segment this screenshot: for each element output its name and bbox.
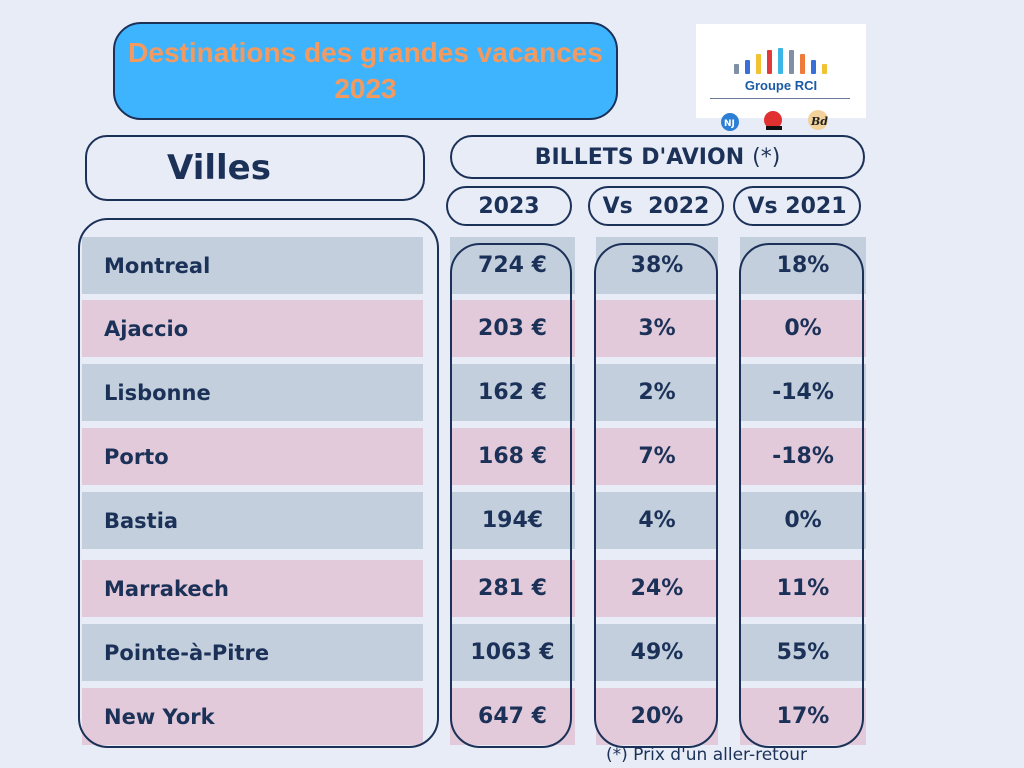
logo-bar xyxy=(822,64,827,74)
city-cell-text: Marrakech xyxy=(104,576,229,601)
city-cell: Marrakech xyxy=(82,560,423,617)
col-vs2021-header: Vs 2021 xyxy=(733,186,861,226)
city-cell-text: New York xyxy=(104,704,215,729)
price-2023-cell: 724 € xyxy=(450,237,575,294)
city-cell-text: Pointe-à-Pitre xyxy=(104,640,270,665)
vs2022-cell-text: 20% xyxy=(630,704,684,729)
price-2023-cell: 194€ xyxy=(450,492,575,549)
price-2023-cell-text: 724 € xyxy=(478,253,547,278)
vs2021-cell-text: 18% xyxy=(776,253,830,278)
vs2022-cell-text: 7% xyxy=(638,444,676,469)
vs2022-cell-text: 49% xyxy=(630,640,684,665)
vs2021-cell-text: 0% xyxy=(784,316,822,341)
city-cell-text: Lisbonne xyxy=(104,380,211,405)
logo-bar xyxy=(800,54,805,74)
price-2023-cell-text: 168 € xyxy=(478,444,547,469)
vs2022-cell: 7% xyxy=(596,428,718,485)
vs2022-cell: 24% xyxy=(596,560,718,617)
city-cell: Bastia xyxy=(82,492,423,549)
villes-header-label: Villes xyxy=(167,148,271,188)
city-cell: Montreal xyxy=(82,237,423,294)
vs2022-cell: 4% xyxy=(596,492,718,549)
vs2021-cell: 0% xyxy=(740,300,866,357)
radio-brand-logos-icon: NJ Bd xyxy=(721,110,828,131)
vs2021-cell: -14% xyxy=(740,364,866,421)
logo-bar xyxy=(767,50,772,74)
vs2022-cell-text: 2% xyxy=(638,380,676,405)
vs2021-cell-text: 55% xyxy=(776,640,830,665)
vs2022-cell: 38% xyxy=(596,237,718,294)
price-2023-cell: 647 € xyxy=(450,688,575,745)
logo-text: Groupe RCI xyxy=(744,78,818,93)
billets-avion-header: BILLETS D'AVION (*) xyxy=(450,135,865,179)
city-cell-text: Bastia xyxy=(104,508,179,533)
page-title: Destinations des grandes vacances 2023 xyxy=(128,36,603,104)
price-2023-cell-text: 1063 € xyxy=(470,640,555,665)
svg-text:NJ: NJ xyxy=(724,119,735,129)
price-2023-cell: 203 € xyxy=(450,300,575,357)
vs2021-cell-text: -14% xyxy=(772,380,834,405)
groupe-rci-logo: Groupe RCI NJ Bd xyxy=(696,24,866,131)
logo-bar xyxy=(745,60,750,74)
city-cell-text: Ajaccio xyxy=(104,316,189,341)
city-cell: Lisbonne xyxy=(82,364,423,421)
footnote: (*) Prix d'un aller-retour xyxy=(606,745,807,765)
logo-bar xyxy=(811,60,816,74)
price-2023-cell-text: 162 € xyxy=(478,380,547,405)
vs2022-cell-text: 38% xyxy=(630,253,684,278)
vs2021-cell: -18% xyxy=(740,428,866,485)
logo-bar xyxy=(778,48,783,74)
svg-text:Bd: Bd xyxy=(810,115,828,128)
city-cell-text: Porto xyxy=(104,444,169,469)
vs2021-cell-text: -18% xyxy=(772,444,834,469)
billets-header-asterisk: (*) xyxy=(752,144,781,170)
col-2023-header: 2023 xyxy=(446,186,572,226)
vs2022-cell-text: 4% xyxy=(638,508,676,533)
vs2021-cell: 17% xyxy=(740,688,866,745)
vs2022-cell-text: 3% xyxy=(638,316,676,341)
vs2022-cell: 49% xyxy=(596,624,718,681)
vs2021-cell-text: 0% xyxy=(784,508,822,533)
logo-bar xyxy=(734,64,739,74)
vs2022-cell: 2% xyxy=(596,364,718,421)
billets-header-label: BILLETS D'AVION xyxy=(534,144,745,170)
col-vs2021-label: Vs 2021 xyxy=(747,193,847,219)
col-2023-label: 2023 xyxy=(478,193,540,219)
vs2022-cell-text: 24% xyxy=(630,576,684,601)
col-vs2022-header: Vs 2022 xyxy=(588,186,724,226)
vs2021-cell: 11% xyxy=(740,560,866,617)
city-cell: Pointe-à-Pitre xyxy=(82,624,423,681)
vs2021-cell: 0% xyxy=(740,492,866,549)
price-2023-cell-text: 194€ xyxy=(481,508,544,533)
vs2022-cell: 20% xyxy=(596,688,718,745)
logo-divider xyxy=(710,98,850,99)
price-2023-cell-text: 647 € xyxy=(478,704,547,729)
price-2023-cell: 162 € xyxy=(450,364,575,421)
logo-bar xyxy=(789,50,794,74)
vs2021-cell: 55% xyxy=(740,624,866,681)
title-box: Destinations des grandes vacances 2023 xyxy=(113,22,618,120)
price-2023-cell-text: 281 € xyxy=(478,576,547,601)
logo-bar xyxy=(756,54,761,74)
vs2021-cell-text: 11% xyxy=(776,576,830,601)
price-2023-cell: 168 € xyxy=(450,428,575,485)
price-2023-cell: 281 € xyxy=(450,560,575,617)
city-cell: New York xyxy=(82,688,423,745)
vs2021-cell: 18% xyxy=(740,237,866,294)
price-2023-cell: 1063 € xyxy=(450,624,575,681)
city-cell: Porto xyxy=(82,428,423,485)
vs2022-cell: 3% xyxy=(596,300,718,357)
city-cell-text: Montreal xyxy=(104,253,211,278)
vs2021-cell-text: 17% xyxy=(776,704,830,729)
city-cell: Ajaccio xyxy=(82,300,423,357)
villes-header: Villes xyxy=(85,135,425,201)
price-2023-cell-text: 203 € xyxy=(478,316,547,341)
col-vs2022-label: Vs 2022 xyxy=(602,193,710,219)
